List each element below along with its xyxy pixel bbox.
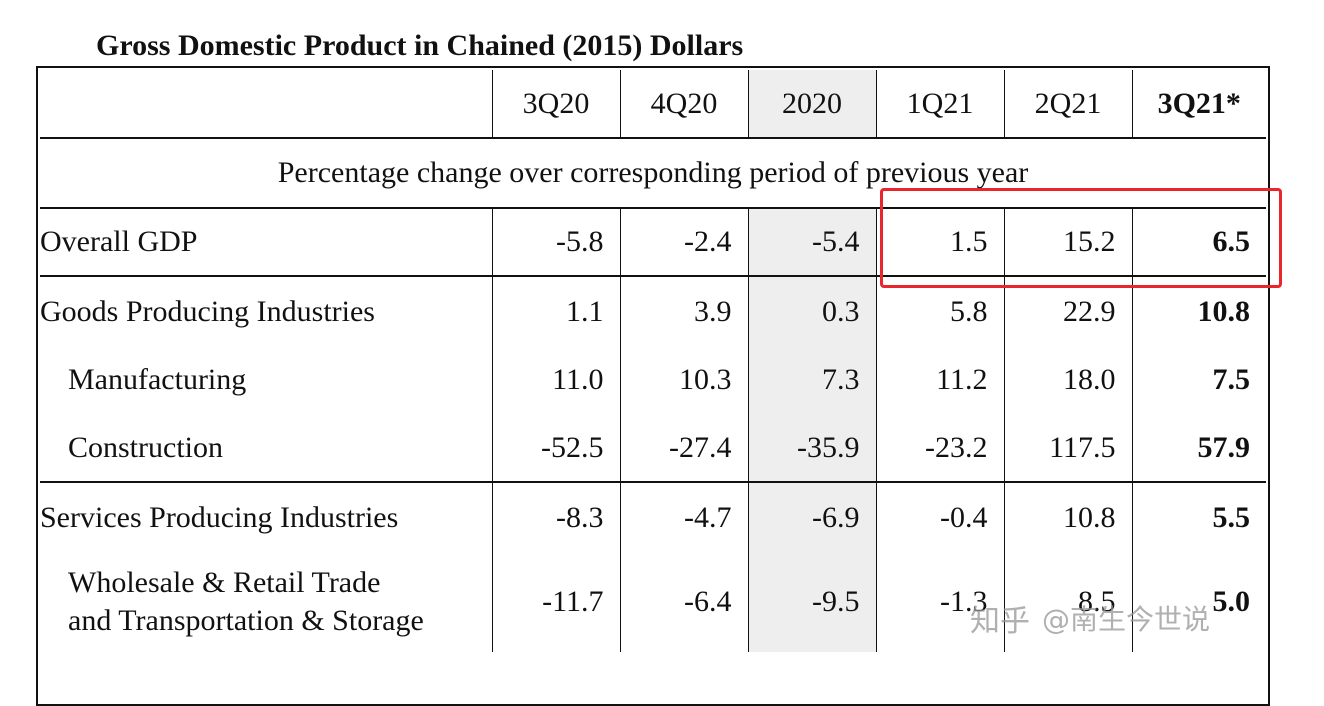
col-header-3q21: 3Q21* (1131, 70, 1266, 139)
cell-value: 5.5 (1131, 482, 1266, 552)
cell-value: 57.9 (1131, 414, 1266, 483)
cell-value: -52.5 (491, 414, 620, 483)
row-label: Services Producing Industries (40, 500, 399, 534)
watermark-logo: 知乎 (970, 604, 1030, 639)
table-row-services: Services Producing Industries -8.3 -4.7 … (40, 482, 1266, 552)
cell-value: 117.5 (1003, 414, 1132, 483)
row-label-line-1: Wholesale & Retail Trade (68, 566, 381, 599)
cell-value: 10.8 (1003, 482, 1132, 552)
gdp-table: 3Q20 4Q20 2020 1Q21 2Q21 3Q21* Percentag… (40, 70, 1266, 652)
cell-value: -4.7 (619, 482, 748, 552)
highlight-box (880, 188, 1282, 288)
cell-value: 11.2 (875, 346, 1004, 414)
row-label: Overall GDP (40, 208, 492, 277)
col-header-2q21: 2Q21 (1003, 70, 1132, 139)
cell-value: 10.3 (619, 346, 748, 414)
cell-value: 15.2 (1003, 208, 1132, 277)
col-header-2020: 2020 (747, 70, 876, 139)
cell-value: -2.4 (619, 208, 748, 277)
col-header-3q20: 3Q20 (491, 70, 620, 139)
cell-value: 7.3 (747, 346, 876, 414)
cell-value: -0.4 (875, 482, 1004, 552)
row-label: Goods Producing Industries (40, 294, 375, 328)
cell-value: 5.0 (1131, 552, 1266, 652)
cell-value: -5.4 (747, 208, 876, 277)
header-empty-cell (40, 70, 492, 139)
cell-value: 0.3 (747, 276, 876, 346)
cell-value: -5.8 (491, 208, 620, 277)
cell-value: -11.7 (491, 552, 620, 652)
cell-value: -27.4 (619, 414, 748, 483)
table-row-construction: Construction -52.5 -27.4 -35.9 -23.2 117… (40, 414, 1266, 483)
row-label-line-2: and Transportation & Storage (68, 604, 424, 637)
cell-value: -1.3 (875, 552, 1004, 652)
table-title: Gross Domestic Product in Chained (2015)… (96, 29, 744, 62)
table-row-wholesale: Wholesale & Retail Trade and Transportati… (40, 552, 1266, 652)
cell-value: -8.3 (491, 482, 620, 552)
cell-value: 18.0 (1003, 346, 1132, 414)
cell-value: -35.9 (747, 414, 876, 483)
cell-value: 6.5 (1131, 208, 1266, 277)
row-label: Construction (40, 414, 492, 483)
cell-value: 3.9 (619, 276, 748, 346)
cell-value: 11.0 (491, 346, 620, 414)
row-label: Manufacturing (68, 363, 247, 396)
table-row-manufacturing: Manufacturing 11.0 10.3 7.3 11.2 18.0 7.… (40, 346, 1266, 414)
watermark: 知乎 @南生今世说 (970, 596, 1210, 640)
col-header-4q20: 4Q20 (619, 70, 748, 139)
cell-value: 1.5 (875, 208, 1004, 277)
row-label-multiline: Wholesale & Retail Trade and Transportati… (40, 552, 492, 652)
cell-value: -6.9 (747, 482, 876, 552)
col-header-1q21: 1Q21 (875, 70, 1004, 139)
cell-value: -9.5 (747, 552, 876, 652)
cell-value: 1.1 (491, 276, 620, 346)
cell-value: 8.5 (1003, 552, 1132, 652)
subheader-text: Percentage change over corresponding per… (40, 138, 1266, 209)
table-row-overall-gdp: Overall GDP -5.8 -2.4 -5.4 1.5 15.2 6.5 (40, 208, 1266, 277)
watermark-handle: @南生今世说 (1042, 603, 1211, 636)
cell-value: -23.2 (875, 414, 1004, 483)
cell-value: 7.5 (1131, 346, 1266, 414)
cell-value: -6.4 (619, 552, 748, 652)
header-row: 3Q20 4Q20 2020 1Q21 2Q21 3Q21* (40, 70, 1266, 139)
subheader-row: Percentage change over corresponding per… (40, 138, 1266, 209)
